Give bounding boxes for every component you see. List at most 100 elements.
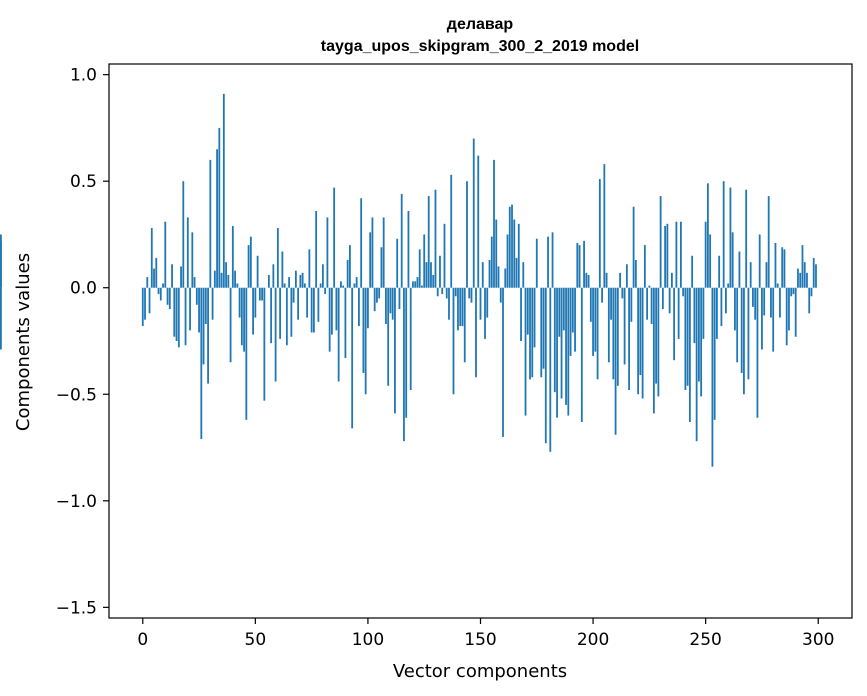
- bar: [788, 287, 790, 331]
- bar: [682, 287, 685, 297]
- bar: [301, 272, 304, 288]
- bar: [803, 262, 806, 288]
- bar: [227, 274, 230, 288]
- bar: [182, 181, 185, 288]
- bar: [470, 287, 473, 303]
- bar: [376, 287, 378, 303]
- y-tick-label: 0.0: [70, 279, 97, 299]
- bar: [592, 287, 594, 356]
- bar: [175, 287, 178, 341]
- bar: [655, 287, 658, 384]
- bar: [216, 149, 218, 288]
- bar: [222, 93, 225, 288]
- bar: [574, 287, 576, 352]
- bar: [556, 287, 558, 418]
- bar: [515, 257, 518, 288]
- bar: [508, 206, 511, 288]
- bar: [711, 287, 714, 467]
- bar: [722, 181, 725, 288]
- bar: [745, 189, 748, 288]
- bar: [549, 287, 552, 452]
- bar: [623, 287, 626, 365]
- bar: [211, 287, 214, 320]
- bar: [281, 251, 284, 288]
- bar: [448, 287, 450, 320]
- bar: [767, 196, 770, 288]
- bar: [200, 287, 203, 440]
- bar: [565, 287, 567, 405]
- bar: [247, 245, 250, 288]
- bar: [497, 266, 500, 288]
- bar: [220, 272, 223, 288]
- bars-group: [0, 93, 817, 467]
- bar: [213, 270, 216, 288]
- bar: [276, 228, 279, 288]
- bar: [344, 287, 347, 359]
- bar: [506, 234, 509, 288]
- bar: [150, 228, 153, 288]
- bar: [553, 287, 556, 393]
- bar: [272, 264, 275, 288]
- bar: [454, 287, 457, 297]
- bar: [488, 260, 491, 288]
- bar: [765, 262, 768, 288]
- bar: [614, 287, 617, 435]
- bar: [234, 270, 236, 288]
- bar: [171, 264, 173, 288]
- bar: [439, 255, 441, 288]
- bar: [398, 287, 401, 310]
- bar: [691, 255, 694, 288]
- bar: [729, 187, 732, 288]
- bar: [657, 287, 660, 397]
- bar: [743, 287, 745, 395]
- y-axis-ticks: 1.0 0.5 0.0 −0.5 −1.0 −1.5: [56, 66, 109, 618]
- y-tick-label: −1.0: [56, 492, 97, 512]
- bar: [659, 196, 662, 288]
- bar: [790, 287, 793, 297]
- bar: [362, 287, 365, 373]
- bar: [783, 249, 786, 288]
- bar: [531, 287, 534, 378]
- y-axis-label: Components values: [13, 253, 34, 431]
- bar: [243, 287, 245, 352]
- bar: [204, 287, 207, 324]
- bar: [468, 287, 471, 299]
- bar: [445, 287, 448, 299]
- bar: [517, 223, 520, 288]
- bar: [578, 245, 581, 288]
- bar: [164, 221, 167, 288]
- x-axis-label: Vector components: [393, 661, 567, 682]
- bar: [632, 206, 635, 288]
- bar: [238, 287, 241, 318]
- bar: [639, 287, 642, 376]
- bar: [562, 287, 565, 331]
- bar: [391, 287, 394, 320]
- bar: [252, 287, 254, 335]
- bar: [643, 245, 646, 288]
- bar: [583, 240, 585, 288]
- bar: [540, 287, 543, 378]
- bar: [159, 287, 162, 301]
- bar: [321, 264, 324, 288]
- bar: [607, 287, 610, 363]
- bar: [324, 287, 327, 295]
- bar: [808, 287, 811, 314]
- bar: [358, 287, 360, 327]
- bar: [596, 287, 599, 380]
- bar: [337, 287, 340, 382]
- bar: [630, 287, 633, 322]
- bar: [772, 287, 775, 352]
- bar: [499, 287, 502, 303]
- bar: [421, 285, 423, 288]
- bar: [675, 221, 678, 288]
- bar: [274, 287, 277, 382]
- bar: [342, 285, 345, 288]
- bar: [351, 287, 354, 429]
- x-tick-label: 150: [464, 630, 496, 650]
- x-tick-label: 200: [577, 630, 609, 650]
- bar: [409, 287, 412, 391]
- bar: [763, 287, 766, 316]
- bar: [700, 287, 703, 397]
- bar: [472, 138, 475, 288]
